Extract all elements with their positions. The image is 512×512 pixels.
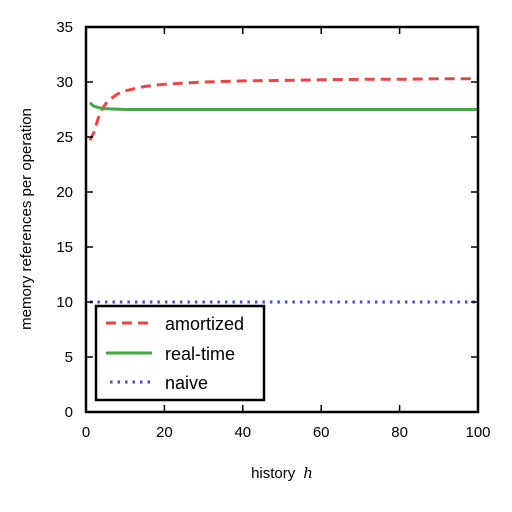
x-tick-label: 80 [391, 424, 408, 441]
y-tick-label: 10 [56, 294, 73, 311]
x-tick-label: 0 [82, 424, 90, 441]
x-tick-label: 20 [156, 424, 173, 441]
legend-label-amortized: amortized [165, 314, 244, 334]
series-line-real-time [88, 101, 478, 111]
ticks-layer: 0 20 40 60 80 100 0 5 10 15 20 25 30 35 [56, 19, 490, 441]
y-tick-label: 25 [56, 129, 73, 146]
plot-frame [84, 25, 480, 414]
legend: amortized real-time naive [94, 304, 266, 402]
y-tick-label: 20 [56, 184, 73, 201]
legend-label-real-time: real-time [165, 344, 235, 364]
y-tick-label: 5 [65, 349, 73, 366]
y-tick-label: 0 [65, 404, 73, 421]
x-axis-label-variable: h [303, 464, 313, 482]
x-tick-label: 40 [234, 424, 251, 441]
series-line-amortized [88, 77, 478, 141]
x-axis-label: history h [251, 464, 313, 482]
y-tick-label: 35 [56, 19, 73, 36]
legend-label-naive: naive [165, 373, 208, 393]
y-axis-label: memory references per operation [18, 108, 35, 330]
series-layer [88, 77, 478, 304]
y-tick-label: 15 [56, 239, 73, 256]
y-tick-label: 30 [56, 74, 73, 91]
x-tick-label: 60 [313, 424, 330, 441]
x-tick-label: 100 [465, 424, 490, 441]
x-axis-label-text: history [251, 465, 296, 482]
